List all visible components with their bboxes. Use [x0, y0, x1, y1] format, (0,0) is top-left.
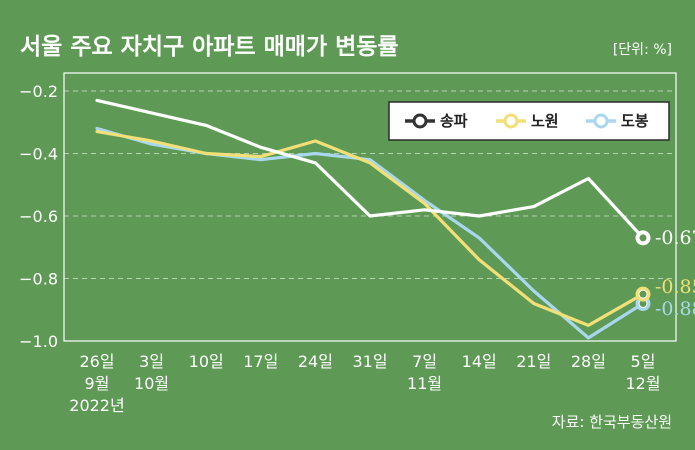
series-line-도봉: [95, 126, 645, 340]
series-end-label: -0.85: [655, 276, 695, 298]
x-tick-label: 24일: [298, 352, 333, 371]
legend-box: [388, 101, 670, 141]
series-line-노원: [95, 130, 645, 327]
x-tick-label: 17일: [243, 352, 278, 371]
y-tick-label: −0.8: [19, 270, 58, 289]
series-end-label: -0.88: [655, 298, 695, 320]
x-tick-label: 2022년: [69, 396, 124, 415]
series-end-point-inner: [639, 300, 647, 307]
series-group: -0.88-0.85 -0.67: [95, 98, 695, 340]
x-tick-label: 26일: [79, 352, 114, 371]
x-tick-label: 31일: [352, 352, 387, 371]
x-tick-label: 9월: [85, 374, 110, 393]
x-tick-label: 10일: [189, 352, 224, 371]
chart-title: 서울 주요 자치구 아파트 매매가 변동률: [20, 34, 399, 60]
x-tick-label: 7일: [412, 352, 437, 371]
series-line-송파: [95, 98, 645, 240]
legend-marker: [412, 113, 428, 129]
x-tick-label: 14일: [462, 352, 497, 371]
legend-marker: [503, 113, 519, 129]
x-tick-label: 21일: [516, 352, 551, 371]
x-tick-label: 11월: [407, 374, 442, 393]
y-tick-label: −1.0: [19, 332, 58, 351]
y-tick-label: −0.4: [19, 145, 58, 164]
series-end-point-inner: [639, 234, 647, 242]
series-end-label: -0.67: [655, 227, 695, 249]
unit-label: [단위: %]: [613, 42, 672, 58]
x-tick-label: 10월: [134, 374, 169, 393]
series-end-point-inner: [639, 290, 647, 298]
x-tick-label: 28일: [571, 352, 606, 371]
x-tick-label: 3일: [139, 352, 164, 371]
x-axis: 26일 9월 2022년 3일 10월 10일 17일 24일 31일 7일 11월 14일 21일 28…: [69, 352, 660, 415]
legend: 송파 노원 도봉: [388, 101, 670, 141]
legend-marker: [593, 113, 609, 129]
y-tick-label: −0.6: [19, 207, 58, 226]
y-axis: −0.2 −0.4 −0.6 −0.8 −1.0: [19, 82, 58, 351]
source-label: 자료: 한국부동산원: [552, 413, 672, 431]
legend-label: 노원: [531, 112, 559, 130]
y-tick-label: −0.2: [19, 82, 58, 101]
x-tick-label: 12월: [625, 374, 660, 393]
legend-label: 송파: [440, 112, 468, 130]
legend-label: 도봉: [621, 112, 649, 130]
plot-frame: [63, 72, 677, 342]
x-tick-label: 5일: [631, 352, 656, 371]
